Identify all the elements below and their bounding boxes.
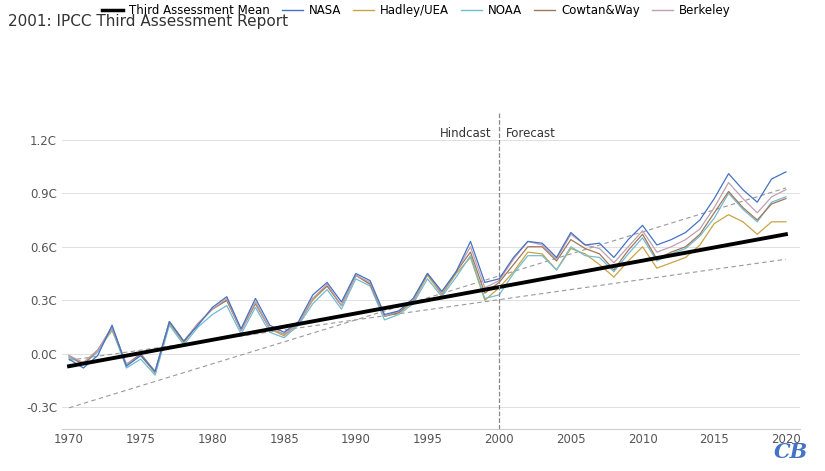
Text: 2001: IPCC Third Assessment Report: 2001: IPCC Third Assessment Report (8, 14, 289, 29)
Text: Hindcast: Hindcast (441, 127, 492, 140)
Text: CB: CB (774, 442, 808, 462)
Text: Forecast: Forecast (507, 127, 556, 140)
Legend: Third Assessment Mean, NASA, Hadley/UEA, NOAA, Cowtan&Way, Berkeley: Third Assessment Mean, NASA, Hadley/UEA,… (97, 0, 735, 22)
